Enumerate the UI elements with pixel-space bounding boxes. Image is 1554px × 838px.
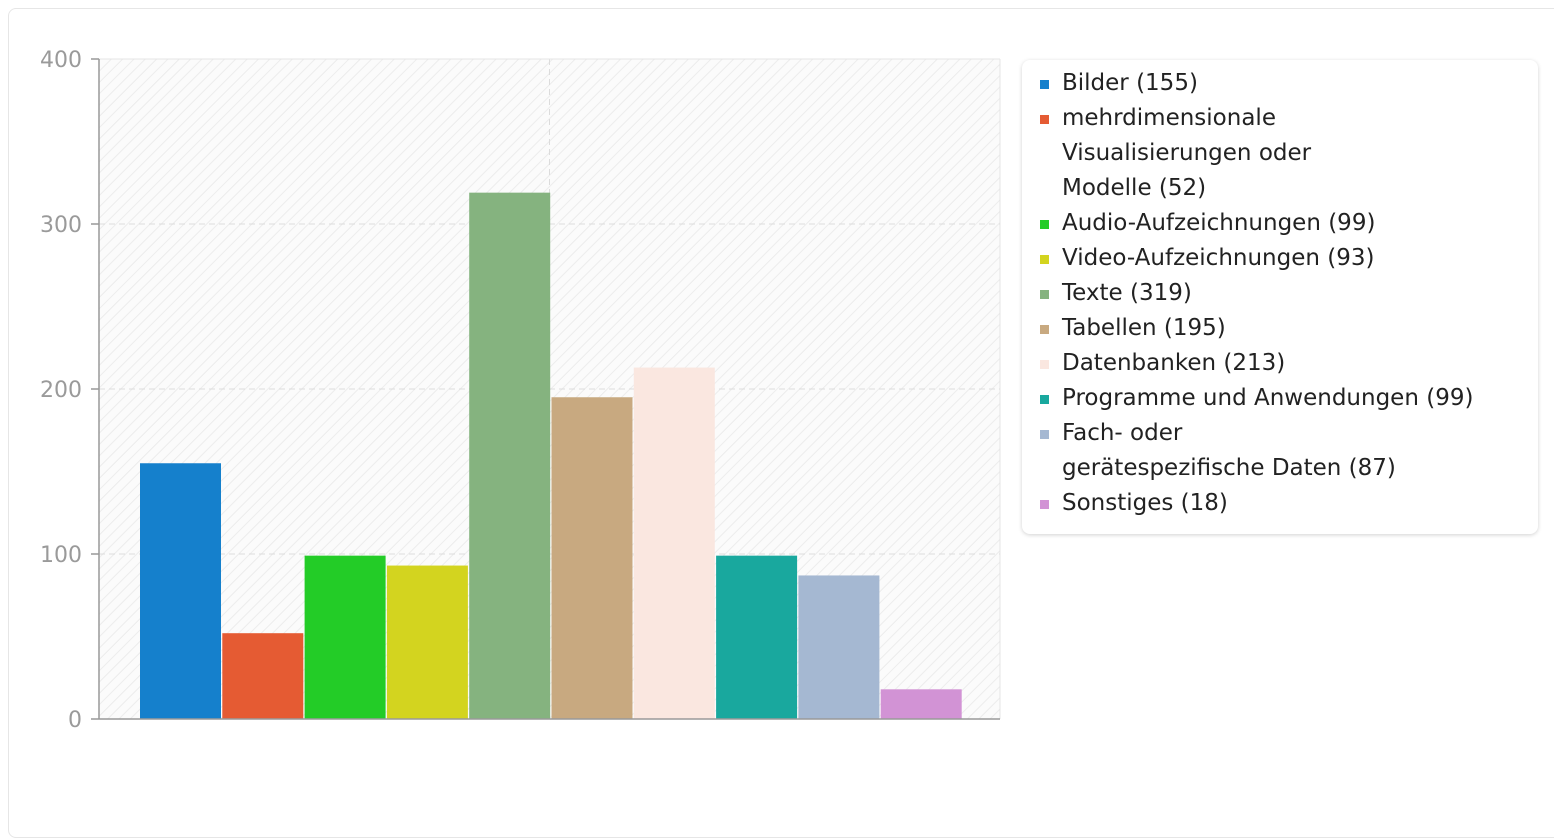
bar-5[interactable] (469, 192, 551, 719)
bar-3[interactable] (304, 555, 386, 719)
legend-swatch (1040, 430, 1049, 439)
legend-swatch (1040, 80, 1049, 89)
legend-label: Fach- oder (1062, 420, 1183, 446)
legend-label: Audio-Aufzeichnungen (99) (1062, 210, 1376, 236)
legend-label: Sonstiges (18) (1062, 490, 1228, 516)
legend-item[interactable]: Programme und Anwendungen (99) (1038, 381, 1538, 416)
bar-4[interactable] (386, 565, 468, 719)
y-tick-label: 300 (40, 213, 82, 238)
legend-item[interactable]: Bilder (155) (1038, 66, 1538, 101)
legend-label: gerätespezifische Daten (87) (1062, 455, 1396, 481)
legend-item[interactable]: Datenbanken (213) (1038, 346, 1538, 381)
legend-label: Bilder (155) (1062, 70, 1198, 96)
y-tick-label: 400 (40, 48, 82, 73)
legend-label: Visualisierungen oder (1062, 140, 1312, 166)
legend-label: Programme und Anwendungen (99) (1062, 385, 1474, 411)
bar-9[interactable] (798, 575, 880, 719)
y-tick-label: 100 (40, 543, 82, 568)
legend-item[interactable]: Audio-Aufzeichnungen (99) (1038, 206, 1538, 241)
y-tick-label: 0 (68, 708, 82, 733)
legend-label: Texte (319) (1062, 280, 1192, 306)
legend-swatch (1040, 220, 1049, 229)
legend-label: Datenbanken (213) (1062, 350, 1286, 376)
bar-8[interactable] (716, 555, 798, 719)
bar-6[interactable] (551, 397, 633, 719)
legend-item[interactable]: mehrdimensionale Visualisierungen oder Mod… (1038, 101, 1538, 206)
bar-1[interactable] (140, 463, 221, 719)
bar-10[interactable] (880, 689, 962, 719)
y-tick-label: 200 (40, 378, 82, 403)
legend-item[interactable]: Texte (319) (1038, 276, 1538, 311)
legend-item[interactable]: Fach- oder gerätespezifische Daten (87) (1038, 416, 1538, 486)
bar-7[interactable] (633, 367, 715, 719)
legend-label: Modelle (52) (1062, 175, 1207, 201)
legend-item[interactable]: Sonstiges (18) (1038, 486, 1538, 521)
legend-swatch (1040, 395, 1049, 404)
legend-swatch (1040, 325, 1049, 334)
legend-label: Tabellen (195) (1062, 315, 1226, 341)
chart-legend: Bilder (155) mehrdimensionale Visualisieru… (1022, 60, 1538, 534)
legend-swatch (1040, 360, 1049, 369)
legend-swatch (1040, 255, 1049, 264)
legend-item[interactable]: Video-Aufzeichnungen (93) (1038, 241, 1538, 276)
legend-item[interactable]: Tabellen (195) (1038, 311, 1538, 346)
bar-2[interactable] (222, 633, 304, 719)
legend-swatch (1040, 500, 1049, 509)
legend-swatch (1040, 290, 1049, 299)
legend-label: mehrdimensionale (1062, 105, 1276, 131)
legend-swatch (1040, 115, 1049, 124)
legend-label: Video-Aufzeichnungen (93) (1062, 245, 1375, 271)
